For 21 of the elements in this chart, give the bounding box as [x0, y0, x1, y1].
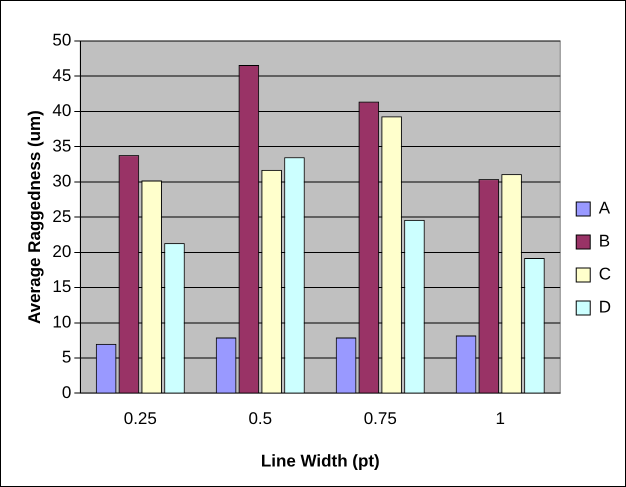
x-tick-label: 0.5	[248, 409, 272, 428]
y-axis-title: Average Raggedness (um)	[24, 110, 44, 324]
y-tick-label: 35	[52, 136, 72, 156]
y-tick-label: 0	[62, 382, 72, 402]
y-tick-label: 40	[52, 101, 72, 120]
legend-label: C	[598, 264, 612, 284]
y-tick-label: 5	[62, 348, 72, 367]
x-tick-label: 1	[496, 409, 505, 428]
y-tick-label: 20	[52, 242, 72, 262]
y-tick-label: 25	[52, 206, 72, 226]
y-tick-label: 15	[52, 277, 72, 296]
y-tick-label: 30	[52, 172, 72, 191]
legend-label: B	[598, 232, 610, 251]
y-tick-label: 50	[52, 30, 72, 50]
y-tick-label: 45	[52, 66, 72, 85]
x-tick-label: 0.75	[364, 409, 397, 428]
y-tick-label: 10	[52, 312, 72, 332]
legend-label: A	[598, 198, 611, 218]
x-tick-label: 0.25	[124, 409, 157, 428]
legend-label: D	[598, 298, 612, 317]
x-axis-title: Line Width (pt)	[260, 451, 380, 470]
